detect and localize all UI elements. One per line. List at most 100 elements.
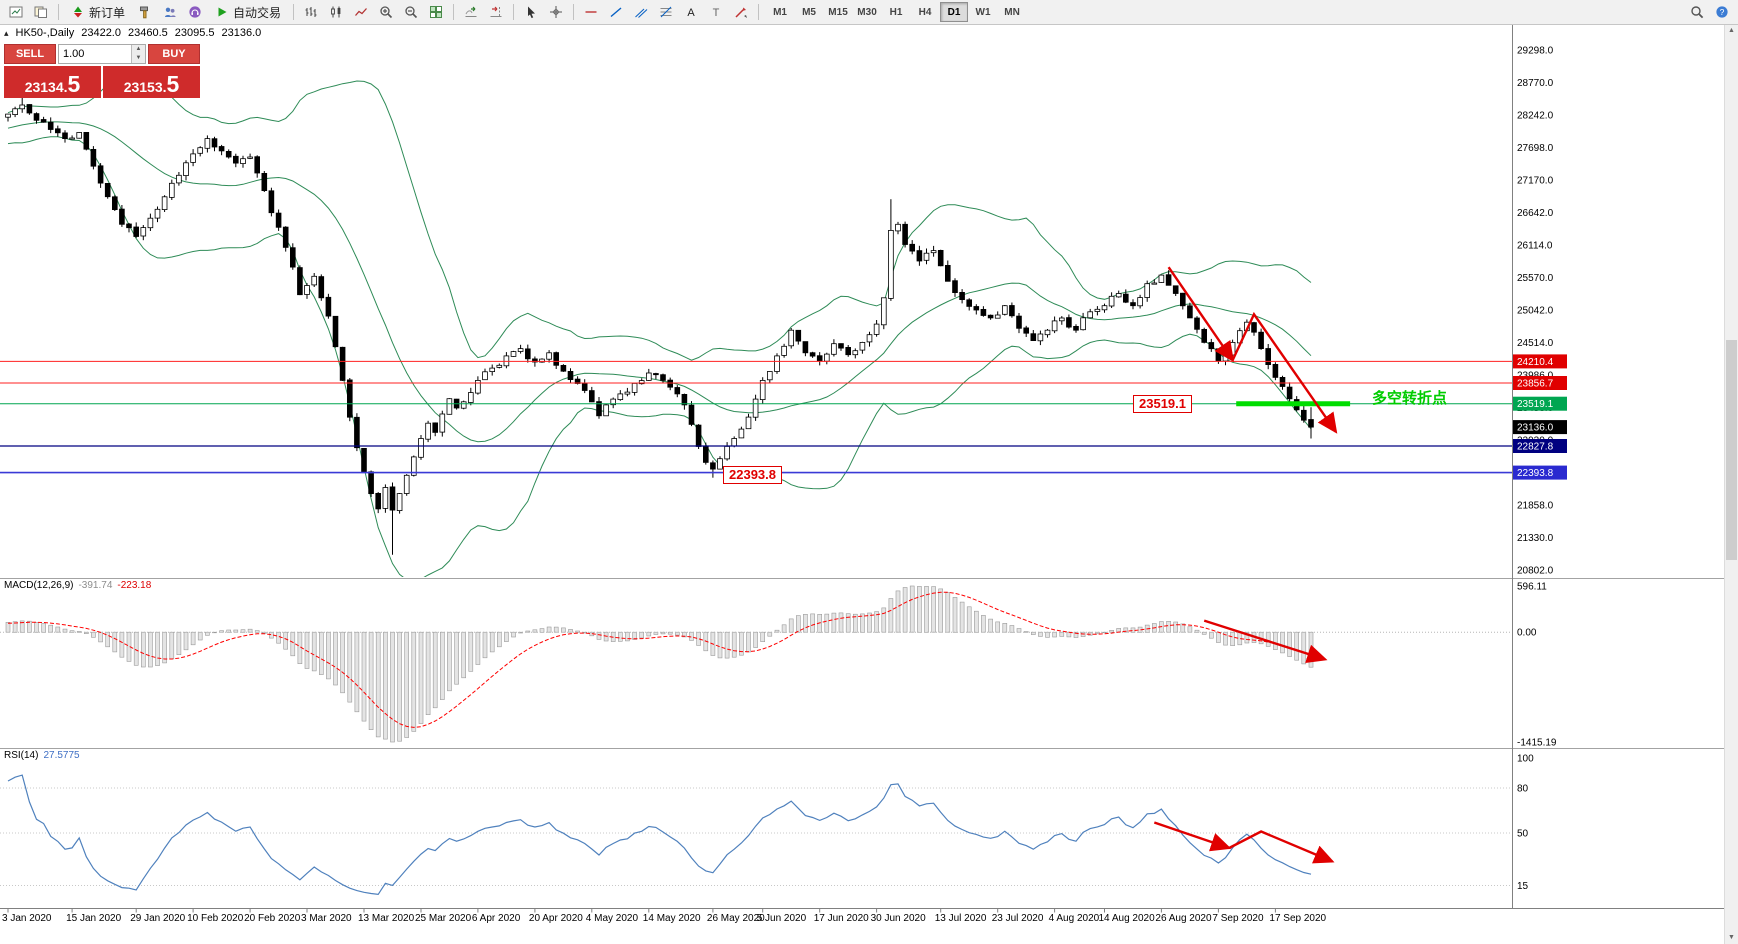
macd-axis: 596.11 0.00 -1415.19 — [1517, 582, 1557, 749]
price-annotation-23519[interactable]: 23519.1 — [1133, 395, 1192, 413]
svg-text:4 Aug 2020: 4 Aug 2020 — [1049, 913, 1100, 924]
open-value: 23422.0 — [81, 27, 121, 39]
sell-price-display[interactable]: 23134. 5 — [4, 66, 101, 98]
support-icon[interactable] — [183, 1, 207, 23]
svg-text:28770.0: 28770.0 — [1517, 78, 1554, 89]
toolbar: 新订单 自动交易 A T M1 M5 M15 M30 H1 H4 D1 W1 MN? — [0, 0, 1738, 25]
panel-separator[interactable] — [0, 578, 1726, 749]
equidistant-channel-icon[interactable] — [629, 1, 653, 23]
svg-text:23856.7: 23856.7 — [1517, 379, 1554, 390]
timeframe-m30[interactable]: M30 — [857, 6, 877, 18]
low-value: 23095.5 — [174, 27, 215, 39]
profiles-icon[interactable] — [29, 1, 53, 23]
turning-point-text[interactable]: 多空转折点 — [1372, 390, 1448, 407]
trendline-icon[interactable] — [604, 1, 628, 23]
candlestick-chart-icon[interactable] — [324, 1, 348, 23]
macd-main-value: -391.74 — [78, 580, 113, 591]
svg-text:26114.0: 26114.0 — [1517, 241, 1553, 252]
zoom-out-icon[interactable] — [399, 1, 423, 23]
macd-trend-arrow[interactable] — [1203, 619, 1328, 664]
auto-scroll-icon[interactable] — [459, 1, 483, 23]
toolbar-separator — [513, 4, 515, 20]
macd-indicator-label: MACD(12,26,9) -391.74 -223.18 — [4, 580, 151, 591]
svg-text:0.00: 0.00 — [1517, 628, 1537, 639]
metaeditor-icon[interactable] — [133, 1, 157, 23]
trend-arrows[interactable] — [1167, 266, 1338, 434]
bar-chart-icon[interactable] — [299, 1, 323, 23]
volume-down-button[interactable]: ▼ — [132, 54, 145, 63]
high-value: 23460.5 — [127, 27, 168, 39]
scroll-down-arrow[interactable]: ▼ — [1728, 934, 1735, 941]
timeframe-mn[interactable]: MN — [1004, 6, 1020, 18]
scroll-up-arrow[interactable]: ▲ — [1728, 27, 1735, 34]
price-annotation-22393[interactable]: 22393.8 — [723, 466, 782, 484]
timeframe-m5[interactable]: M5 — [802, 6, 816, 18]
svg-text:3 Mar 2020: 3 Mar 2020 — [301, 913, 352, 924]
crosshair-icon[interactable] — [544, 1, 568, 23]
rsi-line — [7, 774, 1312, 896]
new-chart-icon[interactable] — [4, 1, 28, 23]
buy-price-display[interactable]: 23153. 5 — [103, 66, 200, 98]
svg-text:23 Jul 2020: 23 Jul 2020 — [992, 913, 1044, 924]
volume-field: ▲ ▼ — [58, 44, 146, 64]
cursor-icon[interactable] — [519, 1, 543, 23]
svg-text:29298.0: 29298.0 — [1517, 46, 1554, 57]
rsi-value: 27.5775 — [43, 750, 80, 761]
one-click-toggle[interactable]: ▴ — [4, 27, 9, 38]
timeframe-w1[interactable]: W1 — [975, 6, 991, 18]
svg-text:50: 50 — [1517, 829, 1529, 840]
volume-up-button[interactable]: ▲ — [132, 45, 145, 54]
candlestick-series — [5, 95, 1314, 555]
svg-text:26 May 2020: 26 May 2020 — [707, 913, 765, 924]
timeframe-h4[interactable]: H4 — [918, 6, 932, 18]
timeframe-d1[interactable]: D1 — [940, 2, 969, 22]
svg-text:26 Aug 2020: 26 Aug 2020 — [1155, 913, 1212, 924]
svg-text:T: T — [713, 7, 720, 19]
timeframe-h1[interactable]: H1 — [889, 6, 903, 18]
sell-price-big-digit: 5 — [67, 71, 81, 97]
vertical-scrollbar[interactable]: ▲ ▼ — [1724, 24, 1738, 944]
horizontal-line-icon[interactable] — [579, 1, 603, 23]
svg-text:30 Jun 2020: 30 Jun 2020 — [871, 913, 926, 924]
autotrading-button[interactable]: 自动交易 — [208, 1, 288, 23]
svg-text:15: 15 — [1517, 881, 1529, 892]
svg-text:14 Aug 2020: 14 Aug 2020 — [1099, 913, 1156, 924]
line-chart-icon[interactable] — [349, 1, 373, 23]
svg-text:596.11: 596.11 — [1517, 582, 1547, 593]
svg-text:10 Feb 2020: 10 Feb 2020 — [187, 913, 244, 924]
community-icon[interactable] — [158, 1, 182, 23]
search-icon[interactable] — [1685, 1, 1709, 23]
svg-text:23136.0: 23136.0 — [1517, 423, 1554, 434]
svg-text:4 May 2020: 4 May 2020 — [586, 913, 639, 924]
svg-text:21330.0: 21330.0 — [1517, 533, 1554, 544]
text-icon[interactable]: A — [679, 1, 703, 23]
svg-text:22393.8: 22393.8 — [1517, 468, 1554, 479]
arrows-tool-icon[interactable] — [729, 1, 753, 23]
fibonacci-icon[interactable] — [654, 1, 678, 23]
sell-button[interactable]: SELL — [4, 44, 56, 64]
svg-text:15 Jan 2020: 15 Jan 2020 — [66, 913, 121, 924]
price-axis-tags: 24210.4 23856.7 23519.1 23136.0 22827.8 22393… — [1513, 354, 1567, 480]
scrollbar-thumb[interactable] — [1726, 340, 1737, 560]
chart-shift-icon[interactable] — [484, 1, 508, 23]
volume-input[interactable] — [59, 45, 145, 63]
tile-windows-icon[interactable] — [424, 1, 448, 23]
text-label-icon[interactable]: T — [704, 1, 728, 23]
timeframe-m15[interactable]: M15 — [828, 6, 848, 18]
rsi-name: RSI(14) — [4, 750, 39, 761]
svg-text:13 Jul 2020: 13 Jul 2020 — [935, 913, 987, 924]
chart-symbol-label: HK50-,Daily — [15, 27, 75, 39]
zoom-in-icon[interactable] — [374, 1, 398, 23]
timeframe-m1[interactable]: M1 — [773, 6, 787, 18]
svg-text:17 Jun 2020: 17 Jun 2020 — [814, 913, 869, 924]
new-order-button[interactable]: 新订单 — [64, 1, 132, 23]
svg-text:17 Sep 2020: 17 Sep 2020 — [1269, 913, 1326, 924]
rsi-indicator-label: RSI(14) 27.5775 — [4, 750, 80, 761]
rsi-trend-arrows[interactable] — [1153, 821, 1335, 864]
buy-button[interactable]: BUY — [148, 44, 200, 64]
help-icon[interactable]: ? — [1710, 1, 1734, 23]
svg-text:24210.4: 24210.4 — [1517, 357, 1554, 368]
svg-text:13 Mar 2020: 13 Mar 2020 — [358, 913, 415, 924]
svg-text:6 Apr 2020: 6 Apr 2020 — [472, 913, 521, 924]
